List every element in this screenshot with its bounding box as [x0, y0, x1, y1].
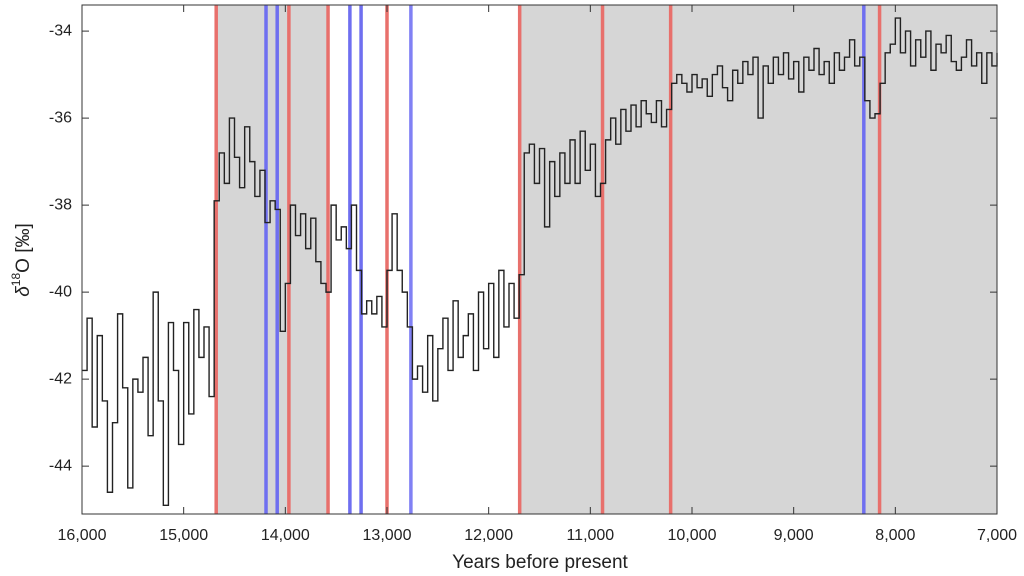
- x-tick-label: 8,000: [875, 527, 915, 544]
- x-tick-label: 14,000: [261, 527, 310, 544]
- y-tick-label: -36: [49, 109, 72, 126]
- x-tick-label: 10,000: [668, 527, 717, 544]
- x-tick-label: 9,000: [774, 527, 814, 544]
- x-tick-label: 13,000: [363, 527, 412, 544]
- y-tick-label: -44: [49, 457, 72, 474]
- y-tick-label: -38: [49, 196, 72, 213]
- x-tick-label: 7,000: [977, 527, 1017, 544]
- x-axis-label: Years before present: [452, 552, 628, 573]
- y-label-symbol: δ: [13, 286, 34, 297]
- y-tick-label: -40: [49, 283, 72, 300]
- plot-frame: [81, 4, 998, 515]
- x-tick-label: 15,000: [159, 527, 208, 544]
- y-axis-label: δ18O [‰]: [9, 223, 34, 297]
- x-tick-label: 11,000: [566, 527, 614, 544]
- data-line: [82, 17, 998, 506]
- y-tick-label: -42: [49, 370, 72, 387]
- y-label-text: O [‰]: [13, 223, 34, 273]
- x-tick-label: 12,000: [464, 527, 513, 544]
- y-tick-label: -34: [49, 22, 72, 39]
- x-tick-label: 16,000: [58, 527, 107, 544]
- y-label-superscript: 18: [9, 273, 23, 287]
- shaded-region: [216, 5, 329, 514]
